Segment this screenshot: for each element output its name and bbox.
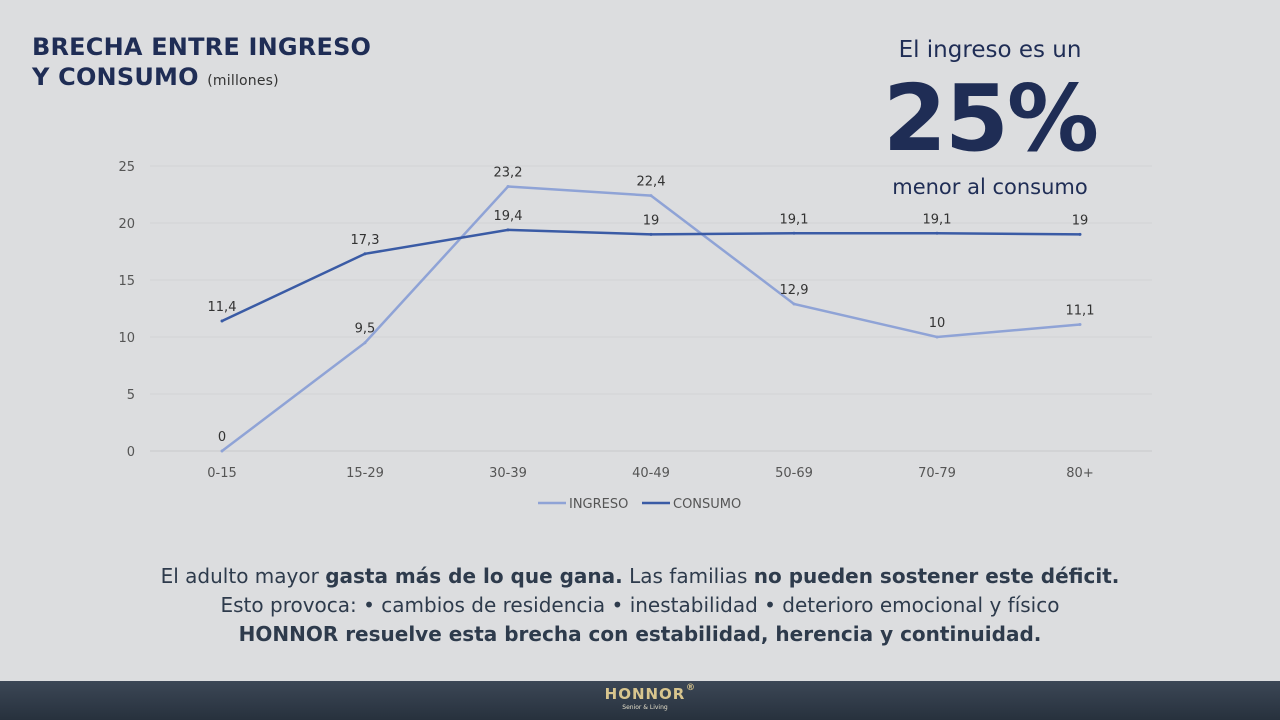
data-label: 0 xyxy=(218,430,226,445)
logo-text: HONNOR xyxy=(604,685,686,703)
legend-label: INGRESO xyxy=(569,497,628,512)
y-tick-label: 5 xyxy=(127,388,135,403)
honnor-logo: HONNOR ® Senior & Living xyxy=(600,683,695,711)
data-point xyxy=(363,252,367,256)
data-point xyxy=(220,449,224,453)
data-label: 12,9 xyxy=(780,283,809,298)
data-label: 9,5 xyxy=(355,322,376,337)
y-tick-label: 25 xyxy=(118,160,135,175)
bottom-line-2: Esto provoca: • cambios de residencia • … xyxy=(220,593,1060,617)
data-label: 17,3 xyxy=(351,233,380,248)
data-label: 11,4 xyxy=(208,300,237,315)
data-label: 19 xyxy=(643,213,660,228)
data-label: 19,4 xyxy=(494,209,523,224)
callout: El ingreso es un 25% menor al consumo xyxy=(860,36,1120,200)
text: Las familias xyxy=(622,564,754,588)
x-tick-label: 40-49 xyxy=(632,466,670,481)
x-tick-label: 0-15 xyxy=(207,466,237,481)
title-line-2: Y CONSUMO xyxy=(32,63,199,91)
data-point xyxy=(506,185,510,189)
y-tick-label: 0 xyxy=(127,445,135,460)
logo-tagline: Senior & Living xyxy=(622,704,668,711)
slide-title: BRECHA ENTRE INGRESO Y CONSUMO (millones… xyxy=(32,32,371,96)
bottom-line-1: El adulto mayor gasta más de lo que gana… xyxy=(0,562,1280,591)
bottom-line-3: HONNOR resuelve esta brecha con estabili… xyxy=(238,622,1042,646)
data-point xyxy=(220,319,224,323)
data-point xyxy=(649,232,653,236)
data-label: 11,1 xyxy=(1066,303,1095,318)
y-tick-label: 20 xyxy=(118,217,135,232)
x-tick-label: 70-79 xyxy=(918,466,956,481)
text: El adulto mayor xyxy=(160,564,326,588)
data-point xyxy=(935,231,939,235)
data-label: 10 xyxy=(929,316,946,331)
data-point xyxy=(935,335,939,339)
y-tick-label: 10 xyxy=(118,331,135,346)
x-tick-label: 50-69 xyxy=(775,466,813,481)
x-tick-label: 80+ xyxy=(1066,466,1093,481)
data-point xyxy=(1078,232,1082,236)
callout-line-3: menor al consumo xyxy=(892,175,1088,199)
data-label: 23,2 xyxy=(494,166,523,181)
title-line-1: BRECHA ENTRE INGRESO xyxy=(32,33,372,61)
data-point xyxy=(792,231,796,235)
bottom-text: El adulto mayor gasta más de lo que gana… xyxy=(0,562,1280,649)
data-point xyxy=(649,194,653,198)
data-point xyxy=(363,341,367,345)
data-point xyxy=(792,302,796,306)
data-label: 19 xyxy=(1072,213,1089,228)
text-bold: no pueden sostener este déficit. xyxy=(753,564,1120,588)
callout-line-1: El ingreso es un xyxy=(898,37,1082,63)
callout-percent: 25% xyxy=(882,65,1099,172)
data-label: 19,1 xyxy=(923,212,952,227)
line-chart: 0 5 10 15 20 25 0-15 15-29 30-39 40-49 50-69 70-79 8… xyxy=(118,160,1152,512)
footer-bar: HONNOR ® Senior & Living xyxy=(0,681,1280,720)
data-label: 19,1 xyxy=(780,212,809,227)
x-tick-label: 30-39 xyxy=(489,466,527,481)
data-point xyxy=(506,228,510,232)
text-bold: gasta más de lo que gana. xyxy=(325,564,623,588)
data-point xyxy=(1078,322,1082,326)
legend-label: CONSUMO xyxy=(673,497,741,512)
x-tick-label: 15-29 xyxy=(346,466,384,481)
registered-mark: ® xyxy=(686,683,696,693)
y-tick-label: 15 xyxy=(118,274,135,289)
data-label: 22,4 xyxy=(637,175,666,190)
title-unit: (millones) xyxy=(207,73,279,89)
